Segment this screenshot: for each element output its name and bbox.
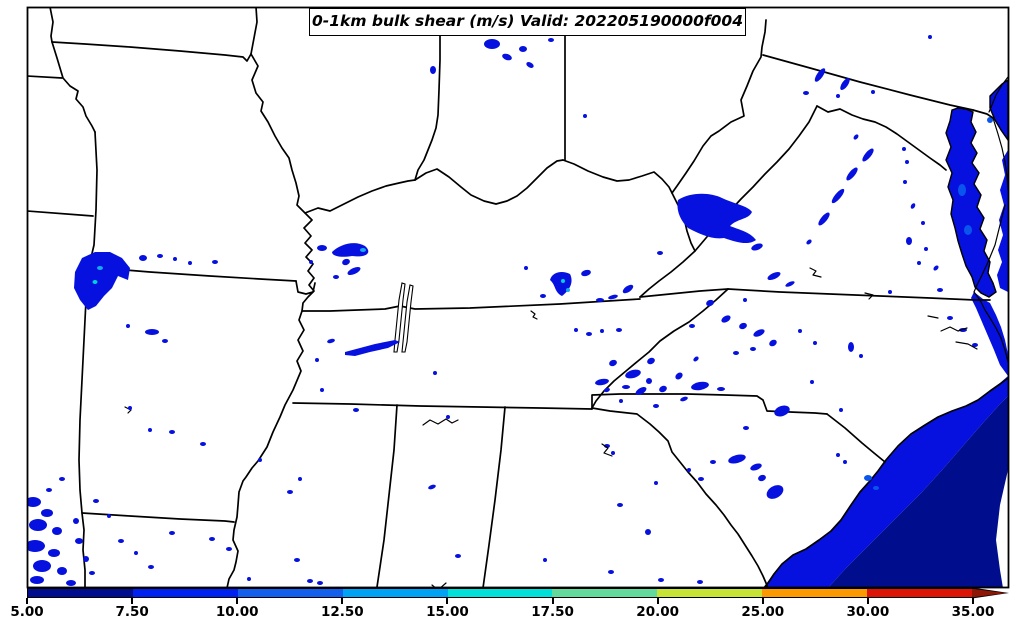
shear-patch <box>677 193 756 244</box>
shear-patch <box>74 252 130 310</box>
shear-patch <box>332 243 369 257</box>
colorbar-tick <box>26 598 28 604</box>
map-title: 0-1km bulk shear (m/s) Valid: 2022051900… <box>309 8 746 36</box>
offshore-navy-band <box>828 396 1008 587</box>
colorbar-tick-label: 25.00 <box>741 604 785 620</box>
colorbar-tick <box>446 598 449 604</box>
colorbar-tick <box>341 598 344 604</box>
colorbar-tick <box>761 598 764 604</box>
delaware-bay <box>989 79 1008 142</box>
colorbar-segment <box>28 589 133 597</box>
colorbar-tick <box>131 598 134 604</box>
shear-patches <box>28 35 943 586</box>
atlantic-coastal-band <box>763 376 1008 587</box>
colorbar-segment <box>657 589 763 597</box>
colorbar-tick <box>866 598 869 604</box>
colorbar-segment <box>237 589 343 597</box>
shear-patch <box>550 272 572 296</box>
colorbar-extend-arrow <box>972 588 1007 598</box>
colorbar-tick-label: 15.00 <box>426 604 469 620</box>
colorbar-segment <box>867 589 973 597</box>
colorbar-tick <box>972 598 974 604</box>
colorbar-tick-label: 10.00 <box>215 604 259 620</box>
colorbar-tick-label: 7.50 <box>115 604 149 620</box>
colorbar-tick <box>656 598 659 604</box>
colorbar-segment <box>447 589 553 597</box>
colorbar-segment <box>552 589 658 597</box>
delmarva-ocean-sliver <box>997 150 1008 292</box>
map-frame <box>26 6 1010 589</box>
colorbar-segment <box>132 589 238 597</box>
colorbar-tick-label: 35.00 <box>951 604 995 620</box>
colorbar-tick-label: 20.00 <box>636 604 679 620</box>
ocean-shading <box>763 79 1008 587</box>
colorbar-tick-label: 30.00 <box>846 604 890 620</box>
colorbar-tick-label: 17.50 <box>531 604 574 620</box>
colorbar-segment <box>342 589 448 597</box>
colorbar-segment <box>762 589 868 597</box>
state-borders <box>28 8 1008 587</box>
colorbar <box>27 588 973 598</box>
chesapeake-bay <box>945 107 997 298</box>
va-coast-strip <box>971 292 1008 376</box>
colorbar-tick-label: 5.00 <box>10 604 44 620</box>
shear-patch <box>345 340 400 356</box>
colorbar-tick-label: 12.50 <box>320 604 364 620</box>
colorbar-tick <box>236 598 239 604</box>
colorbar-tick <box>551 598 554 604</box>
